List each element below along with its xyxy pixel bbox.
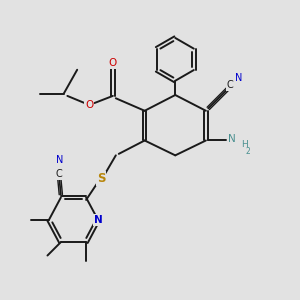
Text: N: N [56, 155, 63, 165]
Text: C: C [56, 169, 63, 179]
Text: N: N [235, 73, 242, 83]
Text: 2: 2 [245, 147, 250, 156]
Text: O: O [109, 58, 117, 68]
Text: H: H [242, 140, 248, 149]
Text: N: N [229, 134, 236, 144]
Text: O: O [85, 100, 93, 110]
Text: C: C [226, 80, 233, 90]
Text: N: N [94, 215, 102, 225]
Text: S: S [97, 172, 105, 185]
